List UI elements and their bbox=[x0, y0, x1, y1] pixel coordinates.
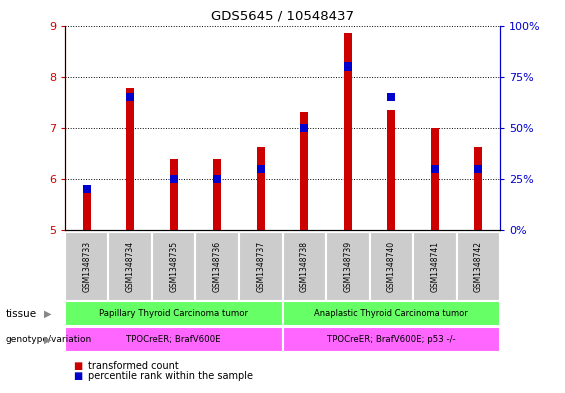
Bar bbox=[108, 232, 152, 301]
Text: ■: ■ bbox=[73, 361, 82, 371]
Bar bbox=[65, 232, 108, 301]
Bar bbox=[214, 160, 221, 230]
Bar bbox=[475, 165, 482, 173]
Text: Anaplastic Thyroid Carcinoma tumor: Anaplastic Thyroid Carcinoma tumor bbox=[314, 309, 468, 318]
Text: ▶: ▶ bbox=[44, 334, 52, 344]
Bar bbox=[127, 88, 134, 230]
Bar bbox=[388, 110, 395, 230]
Text: GSM1348739: GSM1348739 bbox=[344, 241, 352, 292]
Text: TPOCreER; BrafV600E; p53 -/-: TPOCreER; BrafV600E; p53 -/- bbox=[327, 335, 455, 344]
Text: tissue: tissue bbox=[6, 309, 37, 319]
Text: GSM1348741: GSM1348741 bbox=[431, 241, 439, 292]
Text: percentile rank within the sample: percentile rank within the sample bbox=[88, 371, 253, 382]
Text: GSM1348738: GSM1348738 bbox=[300, 241, 308, 292]
Bar bbox=[83, 186, 90, 230]
Bar bbox=[413, 232, 457, 301]
Bar bbox=[239, 232, 282, 301]
Text: genotype/variation: genotype/variation bbox=[6, 335, 92, 344]
Text: GSM1348742: GSM1348742 bbox=[474, 241, 483, 292]
Bar bbox=[170, 160, 177, 230]
Bar bbox=[326, 232, 370, 301]
Text: GSM1348734: GSM1348734 bbox=[126, 241, 134, 292]
Bar bbox=[344, 62, 351, 70]
Bar bbox=[152, 232, 195, 301]
Bar bbox=[65, 301, 282, 326]
Bar bbox=[475, 147, 482, 230]
Text: GSM1348733: GSM1348733 bbox=[82, 241, 91, 292]
Bar bbox=[170, 175, 177, 183]
Bar bbox=[301, 112, 308, 230]
Bar bbox=[282, 232, 326, 301]
Bar bbox=[431, 128, 438, 230]
Bar bbox=[457, 232, 500, 301]
Text: Papillary Thyroid Carcinoma tumor: Papillary Thyroid Carcinoma tumor bbox=[99, 309, 248, 318]
Text: ■: ■ bbox=[73, 371, 82, 382]
Text: GSM1348735: GSM1348735 bbox=[170, 241, 178, 292]
Bar bbox=[282, 327, 500, 352]
Bar bbox=[195, 232, 239, 301]
Text: GSM1348740: GSM1348740 bbox=[387, 241, 396, 292]
Bar bbox=[214, 175, 221, 183]
Text: TPOCreER; BrafV600E: TPOCreER; BrafV600E bbox=[127, 335, 221, 344]
Bar bbox=[344, 33, 351, 230]
Bar bbox=[127, 93, 134, 101]
Text: GDS5645 / 10548437: GDS5645 / 10548437 bbox=[211, 10, 354, 23]
Bar bbox=[65, 327, 282, 352]
Bar bbox=[257, 165, 264, 173]
Text: ▶: ▶ bbox=[44, 309, 52, 319]
Bar bbox=[282, 301, 500, 326]
Text: GSM1348736: GSM1348736 bbox=[213, 241, 221, 292]
Bar bbox=[431, 165, 438, 173]
Bar bbox=[388, 93, 395, 101]
Text: transformed count: transformed count bbox=[88, 361, 179, 371]
Bar bbox=[83, 185, 90, 193]
Bar bbox=[370, 232, 413, 301]
Bar bbox=[257, 147, 264, 230]
Text: GSM1348737: GSM1348737 bbox=[257, 241, 265, 292]
Bar bbox=[301, 124, 308, 132]
